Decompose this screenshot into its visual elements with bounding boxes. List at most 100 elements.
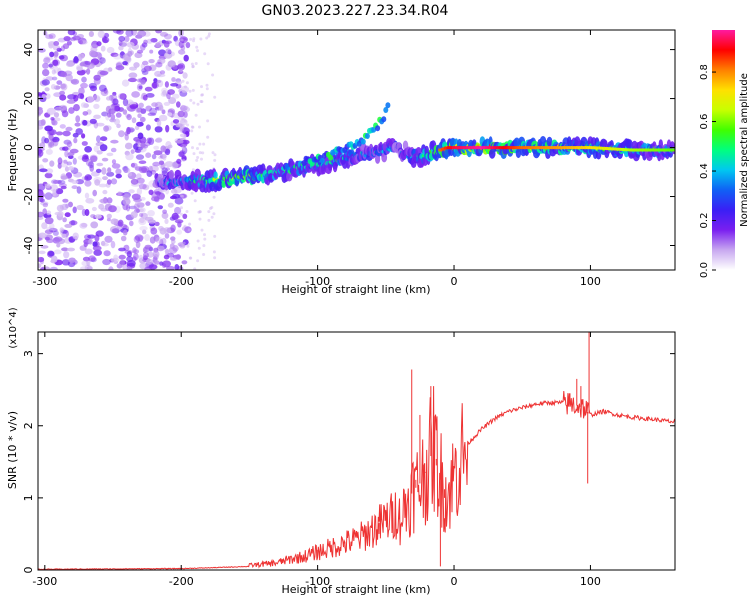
noise-cell (89, 50, 96, 57)
noise-cell (174, 264, 180, 270)
noise-cell (45, 56, 54, 61)
noise-cell (148, 189, 154, 195)
noise-cell (38, 250, 46, 255)
noise-cell (62, 130, 71, 137)
noise-cell (145, 93, 155, 98)
noise-cell (85, 198, 95, 204)
noise-cell (48, 33, 56, 39)
noise-cell (106, 213, 112, 219)
noise-cell (111, 163, 121, 169)
noise-cell (94, 214, 102, 219)
noise-cell (41, 79, 50, 86)
noise-cell (164, 233, 170, 239)
noise-cell (98, 183, 108, 188)
noise-cell (136, 187, 143, 196)
noise-cell (72, 232, 79, 240)
noise-cell (201, 151, 205, 155)
noise-cell (198, 125, 201, 129)
noise-cell (183, 134, 187, 138)
noise-cell (79, 62, 87, 67)
noise-cell (86, 175, 93, 181)
noise-cell (137, 113, 142, 118)
noise-cell (82, 119, 88, 126)
noise-cell (164, 218, 169, 224)
noise-cell (52, 139, 59, 147)
branch-cell (375, 125, 381, 132)
noise-cell (93, 249, 102, 256)
noise-cell (179, 212, 183, 216)
noise-cell (90, 85, 97, 92)
noise-cell (63, 159, 68, 164)
noise-cell (44, 93, 51, 100)
noise-cell (70, 78, 80, 85)
noise-cell (133, 197, 143, 203)
noise-cell (92, 241, 98, 248)
noise-cell (147, 210, 155, 217)
noise-cell (160, 145, 167, 153)
snr-y-ticks: 0 1 2 3 (22, 350, 675, 574)
noise-cell (50, 84, 57, 90)
snr-panel: -300 -200 -100 0 100 0 1 2 3 Height of straight… (6, 307, 676, 596)
noise-cell (124, 133, 129, 141)
noise-cell (61, 233, 67, 239)
noise-cell (194, 62, 198, 65)
colorbar-tick-label: 0.4 (699, 163, 710, 179)
noise-cell (52, 230, 59, 236)
noise-cell (115, 65, 125, 71)
noise-cell (67, 94, 77, 100)
noise-cell (77, 93, 85, 99)
noise-cell (123, 165, 129, 173)
noise-cell (61, 71, 67, 78)
noise-cell (126, 41, 135, 48)
noise-cell (126, 260, 136, 267)
noise-cell (84, 174, 92, 181)
noise-cell (38, 48, 46, 53)
noise-cell (101, 111, 108, 117)
noise-cell (119, 259, 125, 267)
noise-cell (211, 73, 215, 77)
noise-cell (186, 123, 190, 127)
noise-cell (177, 110, 185, 118)
noise-cell (93, 114, 101, 120)
noise-cell (213, 158, 217, 162)
noise-cell (203, 237, 207, 241)
noise-cell (182, 158, 185, 162)
noise-cell (126, 114, 132, 121)
noise-cell (131, 30, 137, 36)
noise-cell (106, 46, 115, 54)
noise-cell (123, 167, 131, 173)
noise-cell (125, 30, 134, 37)
snr-frame (37, 331, 676, 571)
noise-cell (154, 221, 160, 227)
noise-cell (200, 228, 204, 232)
noise-cell (53, 92, 62, 98)
noise-cell (68, 166, 74, 171)
noise-cell (142, 184, 150, 191)
noise-cell (117, 191, 122, 197)
noise-cell (90, 221, 99, 229)
noise-cell (88, 31, 94, 37)
noise-cell (181, 139, 190, 145)
noise-cell (183, 54, 189, 62)
noise-cell (103, 125, 109, 132)
noise-cell (44, 217, 54, 225)
noise-cell (156, 245, 165, 252)
noise-cell (38, 211, 44, 218)
noise-cell (133, 62, 140, 68)
noise-cell (212, 212, 216, 216)
noise-cell (90, 155, 98, 162)
noise-cell (130, 162, 136, 168)
noise-cell (118, 130, 125, 138)
noise-cell (213, 256, 217, 260)
noise-cell (192, 101, 196, 105)
noise-cell (151, 153, 157, 160)
noise-cell (93, 145, 100, 153)
noise-cell (138, 85, 143, 90)
noise-cell (52, 179, 62, 184)
noise-cell (118, 40, 123, 46)
noise-cell (170, 189, 178, 194)
noise-cell (156, 73, 166, 78)
noise-cell (56, 47, 62, 52)
noise-cell (65, 61, 75, 67)
noise-cell (200, 85, 203, 89)
